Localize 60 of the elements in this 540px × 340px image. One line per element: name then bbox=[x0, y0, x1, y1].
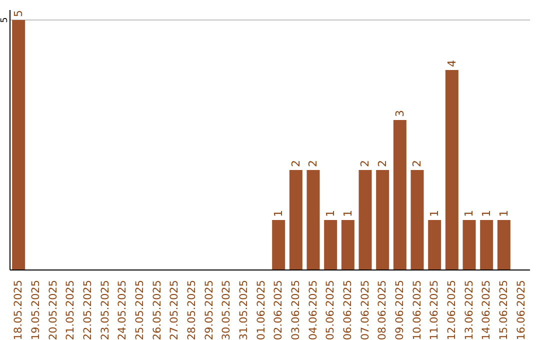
x-tick-label: 07.06.2025 bbox=[359, 280, 372, 340]
bar bbox=[289, 170, 302, 270]
bar bbox=[428, 220, 442, 270]
x-tick-label: 31.05.2025 bbox=[238, 280, 250, 340]
data-label: 1 bbox=[341, 210, 354, 217]
x-tick-label: 23.05.2025 bbox=[99, 280, 112, 340]
x-tick-label: 03.06.2025 bbox=[290, 280, 302, 340]
bar bbox=[445, 70, 458, 270]
bar bbox=[462, 220, 476, 270]
x-tick-label: 29.05.2025 bbox=[203, 280, 216, 340]
x-tick-label: 26.05.2025 bbox=[151, 280, 164, 340]
data-label: 1 bbox=[428, 210, 442, 217]
x-tick-label: 27.05.2025 bbox=[168, 280, 181, 340]
bar bbox=[341, 220, 354, 270]
x-tick-label: 13.06.2025 bbox=[463, 280, 476, 340]
bar bbox=[324, 220, 338, 270]
data-label: 1 bbox=[462, 210, 476, 217]
data-label: 1 bbox=[324, 210, 338, 217]
x-tick-label: 24.05.2025 bbox=[116, 280, 129, 340]
x-tick-label: 14.06.2025 bbox=[480, 280, 493, 340]
x-tick-label: 04.06.2025 bbox=[307, 280, 320, 340]
x-tick-label: 20.05.2025 bbox=[47, 280, 60, 340]
x-tick-label: 18.05.2025 bbox=[12, 280, 25, 340]
bar bbox=[497, 220, 510, 270]
x-tick-label: 01.06.2025 bbox=[255, 280, 268, 340]
data-label: 2 bbox=[289, 160, 302, 167]
data-label: 1 bbox=[497, 210, 510, 217]
bar bbox=[480, 220, 494, 270]
data-label: 1 bbox=[480, 210, 494, 217]
x-tick-label: 25.05.2025 bbox=[134, 280, 146, 340]
bar bbox=[306, 170, 320, 270]
x-tick-label: 10.06.2025 bbox=[411, 280, 424, 340]
x-tick-label: 21.05.2025 bbox=[64, 280, 77, 340]
x-tick-label: 09.06.2025 bbox=[394, 280, 406, 340]
bar bbox=[358, 170, 372, 270]
data-label: 2 bbox=[306, 160, 320, 167]
x-tick-label: 08.06.2025 bbox=[376, 280, 389, 340]
x-tick-label: 30.05.2025 bbox=[220, 280, 233, 340]
x-tick-label: 02.06.2025 bbox=[272, 280, 285, 340]
bar bbox=[410, 170, 424, 270]
data-label: 1 bbox=[272, 210, 286, 217]
data-label: 3 bbox=[393, 110, 406, 117]
x-tick-label: 28.05.2025 bbox=[186, 280, 198, 340]
data-label: 2 bbox=[410, 160, 424, 167]
bar bbox=[272, 220, 286, 270]
x-tick-label: 15.06.2025 bbox=[498, 280, 510, 340]
bar bbox=[376, 170, 390, 270]
data-label: 5 bbox=[0, 17, 10, 23]
x-tick-label: 11.06.2025 bbox=[428, 280, 441, 340]
bar bbox=[12, 20, 26, 270]
bar bbox=[393, 120, 406, 270]
data-label: 2 bbox=[376, 160, 390, 167]
x-tick-label: 22.05.2025 bbox=[82, 280, 94, 340]
data-label: 2 bbox=[358, 160, 372, 167]
data-label: 4 bbox=[445, 60, 458, 67]
x-tick-label: 06.06.2025 bbox=[342, 280, 354, 340]
x-tick-label: 19.05.2025 bbox=[30, 280, 42, 340]
x-tick-label: 12.06.2025 bbox=[446, 280, 458, 340]
x-tick-label: 05.06.2025 bbox=[324, 280, 337, 340]
x-tick-label: 16.06.2025 bbox=[515, 280, 528, 340]
